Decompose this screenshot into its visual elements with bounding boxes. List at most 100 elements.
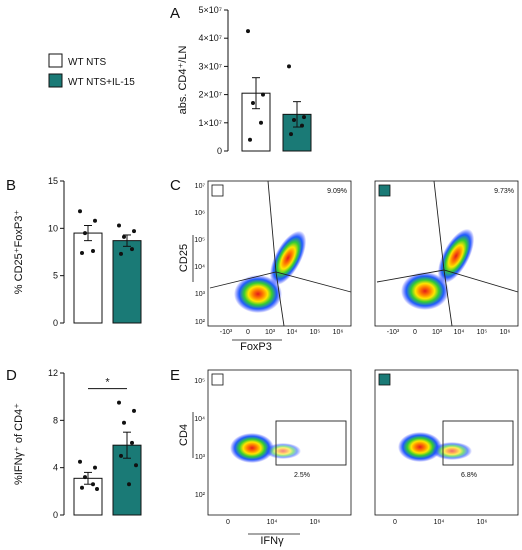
x-tick: 10³ — [265, 329, 276, 336]
density-cloud-tail — [432, 442, 472, 460]
data-point — [289, 132, 293, 137]
bar-chart-b: 0 5 10 15 % CD25⁺FoxP3⁺ — [13, 176, 142, 328]
data-point — [91, 482, 95, 487]
data-point — [132, 229, 136, 234]
gate-percent: 2.5% — [294, 472, 310, 479]
panel-letter-c: C — [170, 177, 181, 194]
data-point — [132, 408, 136, 413]
data-point — [93, 218, 97, 223]
flow-plot-c-right: 9.73% -10³ 0 10³ 10⁴ 10⁵ 10⁶ — [374, 180, 519, 336]
legend-swatch-wt-nts-il15 — [48, 73, 63, 88]
data-point — [127, 482, 131, 487]
x-tick: 10⁵ — [477, 329, 488, 336]
flow-c-ylabel: CD25 — [178, 244, 190, 272]
gate-lines — [376, 180, 519, 327]
flow-panel-c: CD25 FoxP3 9.09% 10² 10³ 10⁴ 10⁵ 10⁶ 10⁷… — [178, 180, 519, 353]
data-point — [134, 463, 138, 468]
flow-panel-e: CD4 IFNγ 2.5% 10² 10³ 10⁴ 10⁵ 0 10⁴ 10⁶ — [178, 369, 519, 547]
density-cloud-tail — [265, 443, 301, 459]
y-tick-label: 0 — [53, 318, 58, 328]
legend-label-wt-nts: WT NTS — [68, 57, 106, 68]
data-point — [246, 29, 250, 34]
data-point — [302, 115, 306, 120]
flow-e-xlabel: IFNγ — [260, 535, 284, 547]
y-axis-label: abs. CD4⁺/LN — [177, 46, 189, 115]
x-tick: 10⁵ — [310, 329, 321, 336]
data-point — [78, 209, 82, 214]
y-tick: 10⁴ — [194, 264, 205, 271]
data-point — [130, 247, 134, 252]
data-point — [259, 120, 263, 125]
density-cloud-main — [401, 272, 449, 310]
y-tick-label: 2×10⁷ — [198, 90, 222, 100]
y-tick: 10⁷ — [195, 183, 206, 190]
flow-e-ylabel: CD4 — [178, 424, 190, 446]
y-tick: 10³ — [195, 454, 206, 461]
x-tick: 0 — [246, 329, 250, 336]
y-tick-label: 0 — [53, 510, 58, 520]
data-point — [83, 475, 87, 480]
data-point — [80, 485, 84, 490]
ifng-gate — [442, 420, 514, 466]
flow-plot-e-right: 6.8% 0 10⁴ 10⁶ — [374, 369, 519, 526]
x-tick: 0 — [413, 329, 417, 336]
data-point — [78, 459, 82, 464]
y-tick: 10⁴ — [194, 416, 205, 423]
panel-letter-e: E — [170, 367, 180, 384]
y-tick-label: 10 — [48, 223, 58, 233]
y-tick: 10² — [195, 319, 206, 326]
data-point — [119, 251, 123, 256]
data-point — [130, 440, 134, 445]
y-tick-label: 12 — [48, 368, 58, 378]
density-cloud-main — [234, 275, 282, 313]
x-tick: 10⁶ — [310, 519, 321, 526]
data-point — [117, 223, 121, 228]
x-tick: 10³ — [432, 329, 443, 336]
significance-star: * — [105, 377, 110, 389]
panel-letter-d: D — [6, 367, 17, 384]
y-tick-label: 1×10⁷ — [198, 118, 222, 128]
y-tick: 10² — [195, 492, 206, 499]
x-ticks: -10³ 0 10³ 10⁴ 10⁵ 10⁶ — [220, 329, 344, 336]
data-point — [117, 400, 121, 405]
density-cloud-main — [230, 433, 274, 463]
y-tick-label: 0 — [217, 146, 222, 156]
data-point — [248, 137, 252, 142]
data-point — [292, 117, 296, 122]
legend-swatch-wt-nts — [48, 53, 63, 68]
gate-lines — [209, 180, 352, 327]
data-point — [122, 234, 126, 239]
y-axis-label: %IFNγ⁺ of CD4⁺ — [13, 403, 25, 485]
x-tick: 10⁶ — [333, 329, 344, 336]
group-indicator-box — [378, 373, 391, 386]
group-indicator-box — [211, 373, 224, 386]
x-ticks: 0 10⁴ 10⁶ — [226, 519, 320, 526]
panel-letter-b: B — [6, 177, 16, 194]
y-ticks: 10² 10³ 10⁴ 10⁵ — [194, 378, 205, 499]
flow-plot-frame — [207, 369, 352, 516]
y-tick-label: 4 — [53, 463, 58, 473]
y-tick-label: 5×10⁷ — [198, 5, 222, 15]
bar-chart-d: 0 4 8 12 %IFNγ⁺ of CD4⁺ * — [13, 368, 142, 520]
data-point — [91, 249, 95, 254]
data-point — [80, 250, 84, 255]
bar-chart-a: 0 1×10⁷ 2×10⁷ 3×10⁷ 4×10⁷ 5×10⁷ abs. CD4⁺/LN — [177, 5, 312, 156]
x-tick: 10⁴ — [454, 329, 465, 336]
x-tick: 10⁶ — [477, 519, 488, 526]
y-ticks: 10² 10³ 10⁴ 10⁵ 10⁶ 10⁷ — [194, 183, 205, 326]
x-tick: 10⁴ — [267, 519, 278, 526]
data-point — [261, 92, 265, 97]
x-tick: -10³ — [220, 329, 233, 336]
group-indicator-box — [211, 184, 224, 197]
flow-plot-c-left: 9.09% 10² 10³ 10⁴ 10⁵ 10⁶ 10⁷ -10³ 0 10³… — [194, 180, 352, 336]
y-tick-label: 4×10⁷ — [198, 33, 222, 43]
data-point — [93, 465, 97, 470]
x-tick: 10⁴ — [434, 519, 445, 526]
legend: WT NTS WT NTS+IL-15 — [48, 53, 135, 88]
y-tick-label: 15 — [48, 176, 58, 186]
y-tick: 10⁵ — [194, 378, 205, 385]
data-point — [251, 101, 255, 106]
x-tick: 10⁴ — [287, 329, 298, 336]
gate-percent: 6.8% — [461, 472, 477, 479]
group-indicator-box — [378, 184, 391, 197]
